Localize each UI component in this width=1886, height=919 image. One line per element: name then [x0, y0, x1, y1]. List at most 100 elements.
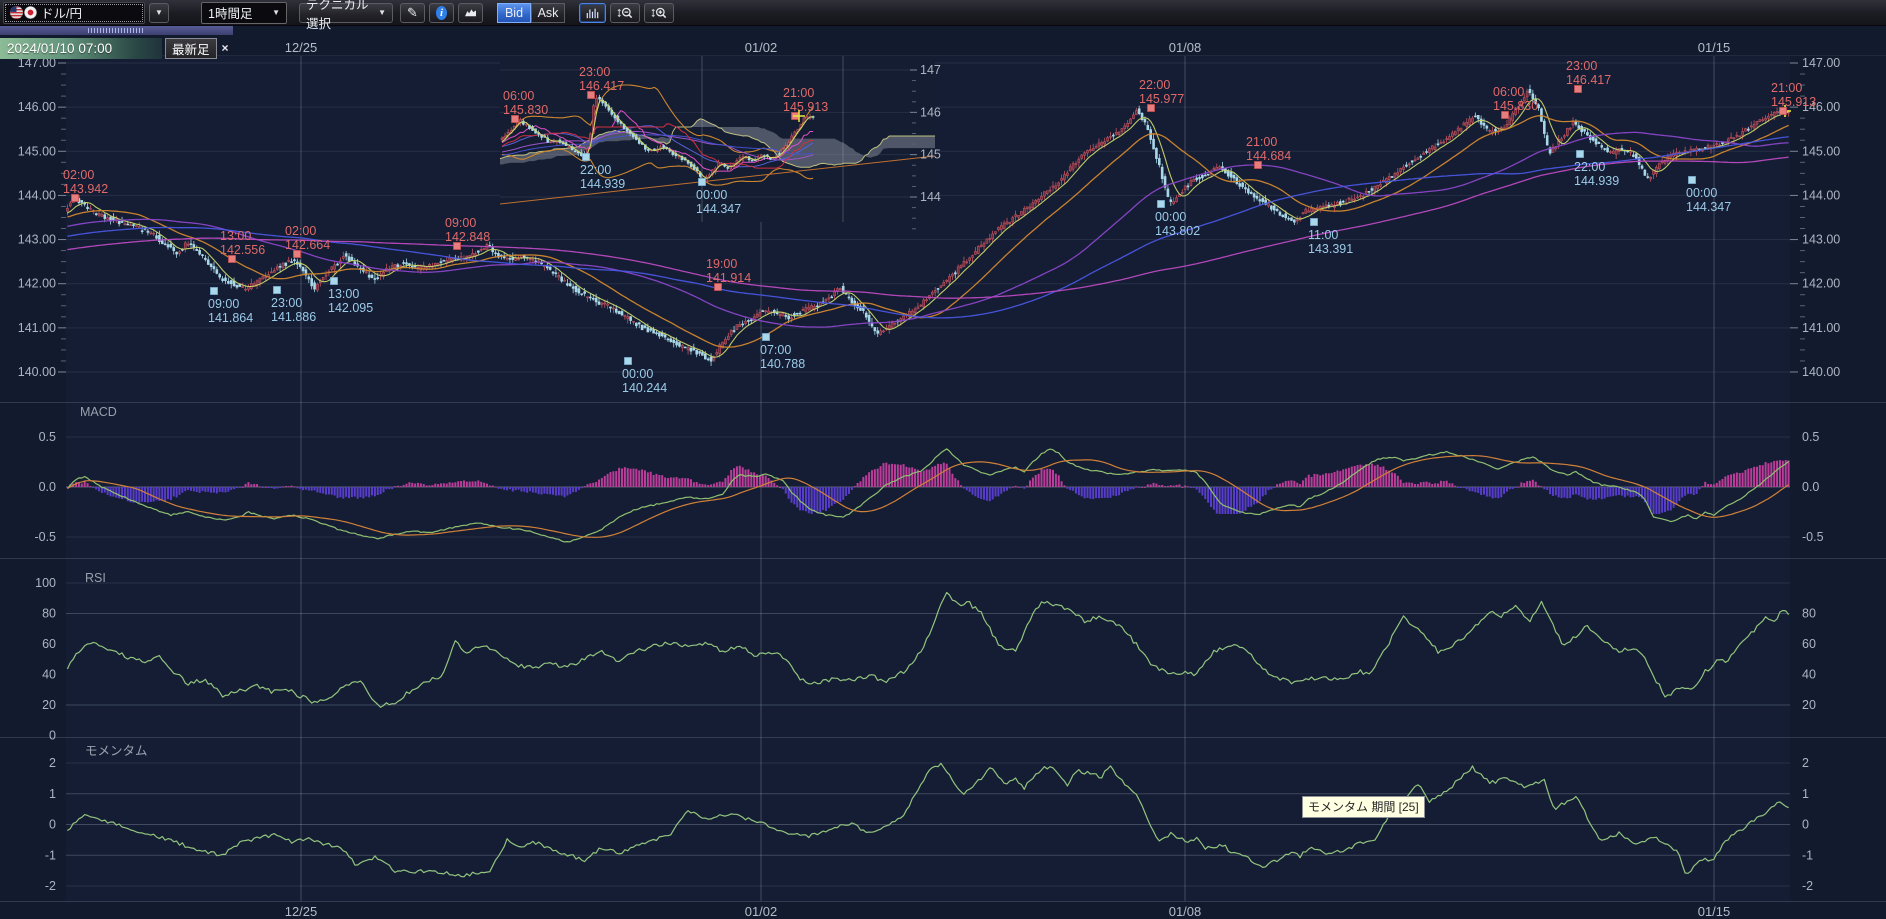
- draw-pencil-button[interactable]: ✎: [400, 2, 425, 23]
- chart-tab: 2024/01/10 07:00 最新足 ×: [0, 26, 233, 59]
- low-marker: [210, 287, 218, 295]
- low-marker: [1576, 150, 1584, 158]
- price-tick-left: 141.00: [18, 321, 56, 335]
- annotation-time: 13:00: [328, 287, 359, 301]
- annotation-price: 144.347: [696, 202, 741, 216]
- rsi-tick-left: 60: [42, 637, 56, 651]
- price-annotations: 02:00143.94213:00142.55602:00142.66409:0…: [63, 59, 1816, 395]
- low-marker: [1688, 176, 1696, 184]
- annotation-time: 21:00: [1771, 81, 1802, 95]
- latest-bar-button[interactable]: 最新足: [165, 37, 217, 59]
- ask-button[interactable]: Ask: [531, 2, 565, 23]
- price-tick-right: 146.00: [1802, 100, 1840, 114]
- moving-averages: [67, 98, 1789, 358]
- annotation-price: 140.788: [760, 357, 805, 371]
- inset-price-tick: 146: [920, 105, 941, 119]
- x-axis-label-top: 01/15: [1698, 40, 1731, 55]
- macd-pane-label: MACD: [80, 405, 117, 419]
- annotation-price: 145.977: [1139, 92, 1184, 106]
- bid-button[interactable]: Bid: [497, 2, 531, 23]
- momentum-tick-left: -1: [45, 848, 56, 862]
- annotation-price: 146.417: [579, 79, 624, 93]
- low-marker: [330, 277, 338, 285]
- high-marker: [1501, 111, 1509, 119]
- annotation-price: 144.684: [1246, 149, 1291, 163]
- volume-icon: [586, 8, 599, 18]
- tab-drag-handle[interactable]: [0, 26, 233, 35]
- annotation-price: 141.914: [706, 271, 751, 285]
- chevron-down-icon: ▼: [378, 7, 386, 17]
- zoom-out-button[interactable]: [610, 2, 640, 23]
- price-tick-right: 142.00: [1802, 277, 1840, 291]
- high-marker: [453, 242, 461, 250]
- x-axis-label-bottom: 01/02: [745, 904, 778, 919]
- currency-pair-select[interactable]: ドル/円: [3, 1, 145, 24]
- price-tick-left: 146.00: [18, 100, 56, 114]
- annotation-price: 143.942: [63, 182, 108, 196]
- annotation-time: 21:00: [783, 86, 814, 100]
- momentum-tick-left: -2: [45, 879, 56, 893]
- annotation-price: 140.244: [622, 381, 667, 395]
- annotation-price: 144.939: [1574, 174, 1619, 188]
- momentum-series: [67, 762, 1789, 878]
- high-marker: [228, 255, 236, 263]
- tab-date-label[interactable]: 2024/01/10 07:00: [0, 37, 162, 59]
- annotation-price: 145.913: [783, 100, 828, 114]
- volume-button[interactable]: [579, 2, 606, 23]
- momentum-tick-left: 2: [49, 756, 56, 770]
- annotation-price: 145.830: [1493, 99, 1538, 113]
- price-tick-left: 142.00: [18, 277, 56, 291]
- rsi-tick-left: 0: [49, 729, 56, 743]
- drag-dots-icon: [88, 28, 144, 33]
- annotation-time: 00:00: [1155, 210, 1186, 224]
- price-tick-right: 140.00: [1802, 365, 1840, 379]
- price-tick-right: 147.00: [1802, 56, 1840, 70]
- low-marker: [624, 357, 632, 365]
- low-marker: [1310, 218, 1318, 226]
- macd-tick-left: -0.5: [34, 530, 56, 544]
- area-chart-button[interactable]: [458, 2, 483, 23]
- annotation-time: 19:00: [706, 257, 737, 271]
- price-tick-left: 144.00: [18, 188, 56, 202]
- price-tick-right: 144.00: [1802, 188, 1840, 202]
- ichimoku-cloud: [500, 118, 935, 168]
- annotation-time: 22:00: [580, 163, 611, 177]
- jp-flag-icon: [24, 6, 37, 19]
- us-flag-icon: [10, 6, 23, 19]
- annotation-price: 142.848: [445, 230, 490, 244]
- macd-tick-right: -0.5: [1802, 530, 1824, 544]
- high-marker: [293, 250, 301, 258]
- high-marker: [511, 115, 519, 123]
- high-marker: [1574, 85, 1582, 93]
- info-button[interactable]: i: [429, 2, 454, 23]
- high-marker: [587, 91, 595, 99]
- momentum-tick-left: 1: [49, 787, 56, 801]
- annotation-time: 23:00: [1566, 59, 1597, 73]
- inset-price-tick: 144: [920, 190, 941, 204]
- rsi-tick-left: 40: [42, 668, 56, 682]
- momentum-tick-left: 0: [49, 818, 56, 832]
- inset-price-tick: 145: [920, 148, 941, 162]
- timeframe-select[interactable]: 1時間足 ▼: [201, 1, 287, 24]
- annotation-time: 00:00: [622, 367, 653, 381]
- momentum-tooltip: モメンタム 期間 [25]: [1302, 796, 1425, 818]
- technical-select-button[interactable]: テクニカル選択 ▼: [299, 0, 393, 31]
- price-tick-left: 143.00: [18, 233, 56, 247]
- annotation-price: 145.913: [1771, 95, 1816, 109]
- currency-dropdown-button[interactable]: ▼: [149, 2, 169, 23]
- high-marker: [1779, 107, 1787, 115]
- close-icon[interactable]: ×: [221, 41, 229, 55]
- annotation-time: 09:00: [208, 297, 239, 311]
- annotation-time: 22:00: [1574, 160, 1605, 174]
- zoom-in-button[interactable]: [644, 2, 674, 23]
- annotation-time: 09:00: [445, 216, 476, 230]
- rsi-tick-right: 80: [1802, 607, 1816, 621]
- price-tick-left: 140.00: [18, 365, 56, 379]
- annotation-price: 141.886: [271, 310, 316, 324]
- inset-price-tick: 147: [920, 63, 941, 77]
- x-axis-label-bottom: 01/15: [1698, 904, 1731, 919]
- macd-tick-right: 0.5: [1802, 430, 1819, 444]
